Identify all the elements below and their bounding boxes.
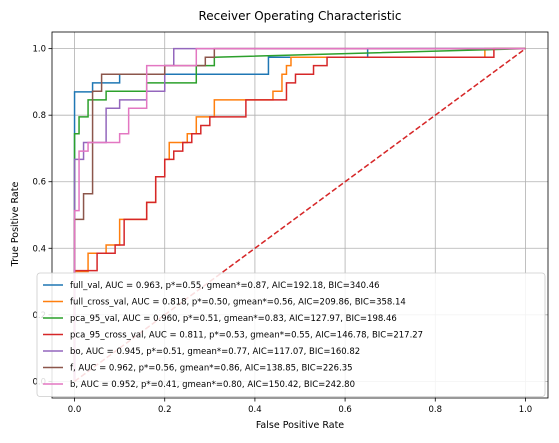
x-tick-label: 0.2: [158, 405, 172, 415]
x-tick-label: 0.8: [429, 405, 443, 415]
legend: full_val, AUC = 0.963, p*=0.55, gmean*=0…: [36, 272, 546, 397]
legend-entry: f, AUC = 0.962, p*=0.56, gmean*=0.86, AI…: [70, 364, 353, 374]
y-axis-label: True Positive Rate: [10, 182, 21, 268]
legend-entry: pca_95_val, AUC = 0.960, p*=0.51, gmean*…: [70, 314, 397, 324]
roc-curve-6: [73, 47, 526, 382]
legend-entry: b, AUC = 0.952, p*=0.41, gmean*=0.80, AI…: [70, 380, 355, 390]
x-tick-label: 0.4: [248, 405, 262, 415]
legend-entry: full_cross_val, AUC = 0.818, p*=0.50, gm…: [70, 298, 406, 308]
y-tick-label: 0.4: [32, 244, 46, 254]
x-tick-label: 1.0: [519, 405, 533, 415]
y-tick-label: 0.8: [32, 111, 46, 121]
legend-box: [36, 272, 546, 397]
roc-curve-5: [73, 47, 526, 382]
legend-entry: full_val, AUC = 0.963, p*=0.55, gmean*=0…: [70, 281, 380, 291]
y-tick-label: 0.6: [32, 178, 46, 188]
x-axis-label: False Positive Rate: [256, 420, 344, 431]
x-tick-label: 0.0: [68, 405, 82, 415]
roc-curve-3: [73, 47, 526, 382]
legend-entry: pca_95_cross_val, AUC = 0.811, p*=0.53, …: [70, 331, 423, 341]
legend-entry: bo, AUC = 0.945, p*=0.51, gmean*=0.77, A…: [70, 347, 360, 357]
plot-frame: [51, 31, 549, 399]
roc-curve-2: [73, 47, 526, 382]
y-tick-label: 1.0: [32, 45, 46, 55]
chart-title: Receiver Operating Characteristic: [198, 9, 401, 23]
series-lines: [73, 47, 526, 382]
x-tick-label: 0.6: [338, 405, 352, 415]
